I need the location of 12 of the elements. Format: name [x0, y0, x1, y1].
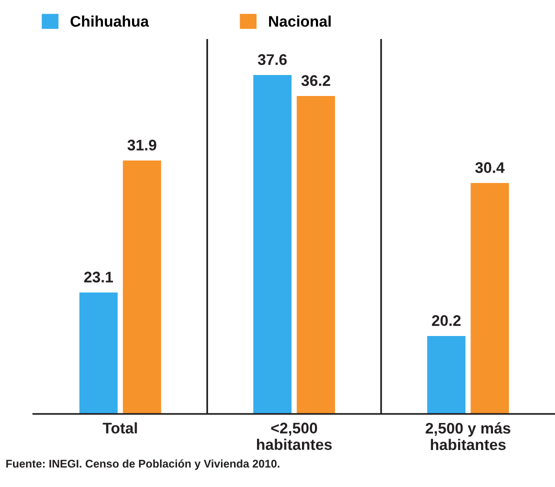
- data-label: 37.6: [258, 54, 287, 66]
- source-note: Fuente: INEGI. Censo de Población y Vivienda 2010.: [6, 459, 280, 470]
- data-label: 20.2: [432, 315, 461, 326]
- data-label: 31.9: [127, 140, 156, 151]
- legend-label: Chihuahua: [70, 16, 149, 27]
- legend-label: Nacional: [269, 16, 331, 27]
- data-label: 36.2: [301, 75, 330, 86]
- data-label: 30.4: [475, 162, 505, 174]
- x-tick-label: <2,500 habitantes: [257, 422, 332, 450]
- data-label: 23.1: [84, 272, 113, 283]
- x-tick-label: Total: [102, 422, 137, 434]
- x-tick-label: 2,500 y más habitantes: [426, 422, 510, 450]
